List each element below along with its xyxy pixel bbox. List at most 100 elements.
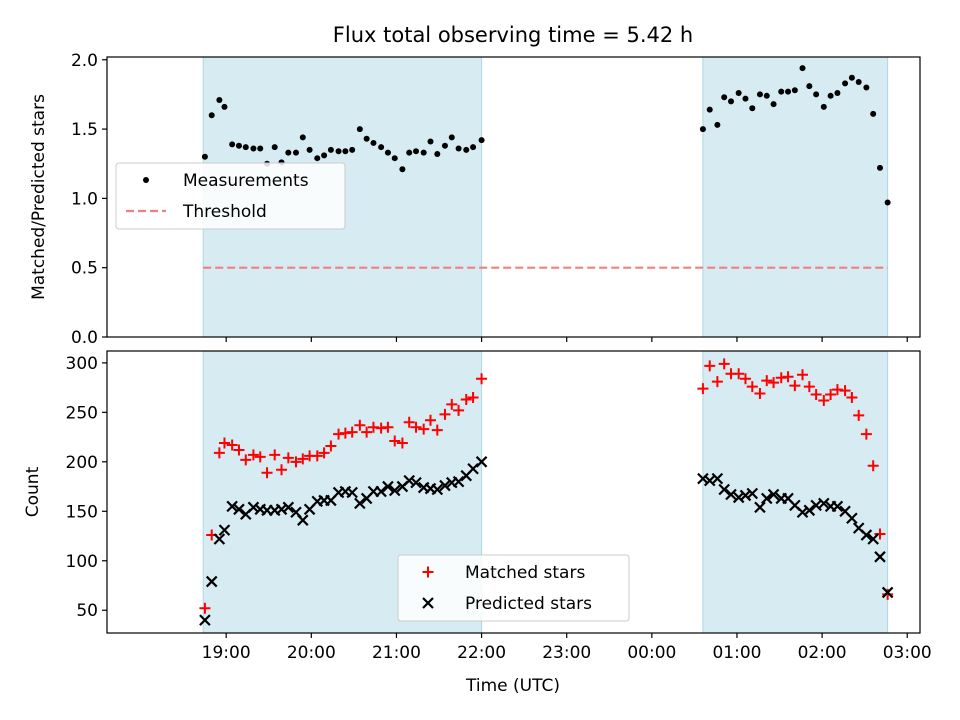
matched-star-marker	[476, 373, 488, 385]
y-tick-label: 1.5	[71, 120, 98, 140]
measurement-point	[349, 146, 356, 153]
matched-star-marker	[453, 404, 465, 416]
predicted-star-marker	[375, 485, 387, 498]
matched-star-marker	[218, 437, 230, 449]
predicted-star-marker	[867, 533, 879, 545]
y-tick-label: 100	[66, 552, 98, 572]
matched-star-marker	[213, 447, 225, 459]
matched-star-marker	[418, 423, 430, 435]
legend-label: Predicted stars	[465, 594, 592, 614]
predicted-star-marker	[199, 614, 211, 626]
matched-star-marker	[797, 369, 809, 381]
measurement-point	[201, 153, 208, 160]
measurement-point	[242, 144, 249, 151]
measurement-point	[342, 148, 349, 155]
matched-star-marker	[318, 447, 330, 459]
measurement-point	[384, 149, 391, 156]
predicted-star-marker	[467, 462, 479, 475]
measurement-point	[785, 88, 792, 95]
x-tick-label: 20:00	[287, 643, 336, 663]
matched-star-marker	[446, 398, 458, 410]
predicted-star-marker	[439, 479, 451, 492]
matched-star-marker	[396, 437, 408, 449]
measurement-point	[391, 155, 398, 162]
predicted-star-marker	[846, 512, 858, 524]
measurement-point	[299, 134, 306, 141]
matched-star-marker	[346, 426, 358, 438]
top-panel: 0.0 0.5 1.0 1.5 2.0 Measurements Threshold	[71, 51, 921, 348]
matched-star-marker	[711, 376, 723, 388]
matched-star-marker	[746, 381, 758, 393]
measurement-point	[420, 149, 427, 156]
predicted-star-marker	[452, 475, 465, 488]
measurement-point	[321, 152, 328, 159]
legend-box	[397, 554, 630, 622]
measurement-point	[257, 145, 264, 152]
matched-star-marker	[269, 449, 281, 461]
predicted-star-marker	[388, 484, 401, 497]
matched-star-marker	[254, 451, 266, 463]
x-tick-label: 01:00	[712, 643, 761, 663]
y-tick-label: 250	[66, 403, 98, 423]
predicted-star-marker	[233, 503, 245, 516]
predicted-star-marker	[247, 501, 260, 514]
legend-label: Measurements	[183, 171, 309, 191]
measurement-point	[285, 149, 292, 156]
matched-star-marker	[276, 464, 288, 476]
predicted-star-marker	[860, 529, 873, 541]
measurement-point	[221, 103, 228, 110]
matched-star-marker	[325, 440, 337, 452]
legend-matched-marker	[422, 566, 434, 578]
matched-star-marker	[233, 444, 245, 456]
top-y-axis-label: Matched/Predicted stars	[29, 94, 49, 300]
matched-star-marker	[403, 416, 415, 428]
x-axis-label: Time (UTC)	[465, 676, 560, 696]
y-tick-label: 300	[66, 354, 98, 374]
measurement-point	[399, 166, 406, 173]
measurement-point	[778, 88, 785, 95]
matched-star-marker	[839, 385, 851, 397]
measurement-point	[735, 90, 742, 97]
measurement-point	[306, 146, 313, 153]
legend-label: Matched stars	[465, 563, 585, 583]
predicted-star-marker	[818, 497, 830, 510]
measurement-point	[427, 138, 434, 145]
matched-star-marker	[789, 380, 801, 392]
matched-star-marker	[697, 383, 709, 395]
measurement-point	[271, 144, 278, 151]
matched-star-marker	[282, 452, 294, 464]
matched-star-marker	[226, 439, 238, 451]
measurement-point	[834, 90, 841, 97]
matched-star-marker	[810, 389, 822, 401]
predicted-star-marker	[282, 501, 295, 514]
predicted-star-marker	[226, 500, 238, 513]
measurement-point	[770, 101, 777, 108]
predicted-star-marker	[746, 487, 759, 500]
predicted-star-marker	[732, 491, 745, 504]
measurement-point	[855, 78, 862, 85]
matched-star-marker	[803, 381, 815, 393]
legend-predicted-marker	[422, 597, 434, 609]
measurement-point	[216, 96, 223, 103]
measurement-point	[229, 141, 236, 148]
matched-star-marker	[761, 375, 773, 387]
x-tick-label: 23:00	[542, 643, 591, 663]
measurement-point	[406, 149, 413, 156]
matched-star-marker	[290, 456, 302, 468]
matched-star-marker	[853, 409, 865, 421]
y-tick-label: 0.0	[71, 328, 98, 348]
measurement-point	[876, 164, 883, 171]
predicted-star-marker	[346, 486, 358, 499]
measurement-point	[327, 146, 334, 153]
matched-star-marker	[733, 368, 745, 380]
axes-frame	[106, 56, 921, 338]
legend-label: Threshold	[182, 202, 267, 222]
matched-star-marker	[782, 371, 794, 383]
chart-title: Flux total observing time = 5.42 h	[333, 23, 693, 47]
matched-star-marker	[846, 392, 858, 404]
predicted-star-marker	[275, 503, 288, 516]
matched-star-marker	[860, 428, 872, 440]
measurement-point	[806, 83, 813, 90]
predicted-star-marker	[760, 492, 773, 505]
